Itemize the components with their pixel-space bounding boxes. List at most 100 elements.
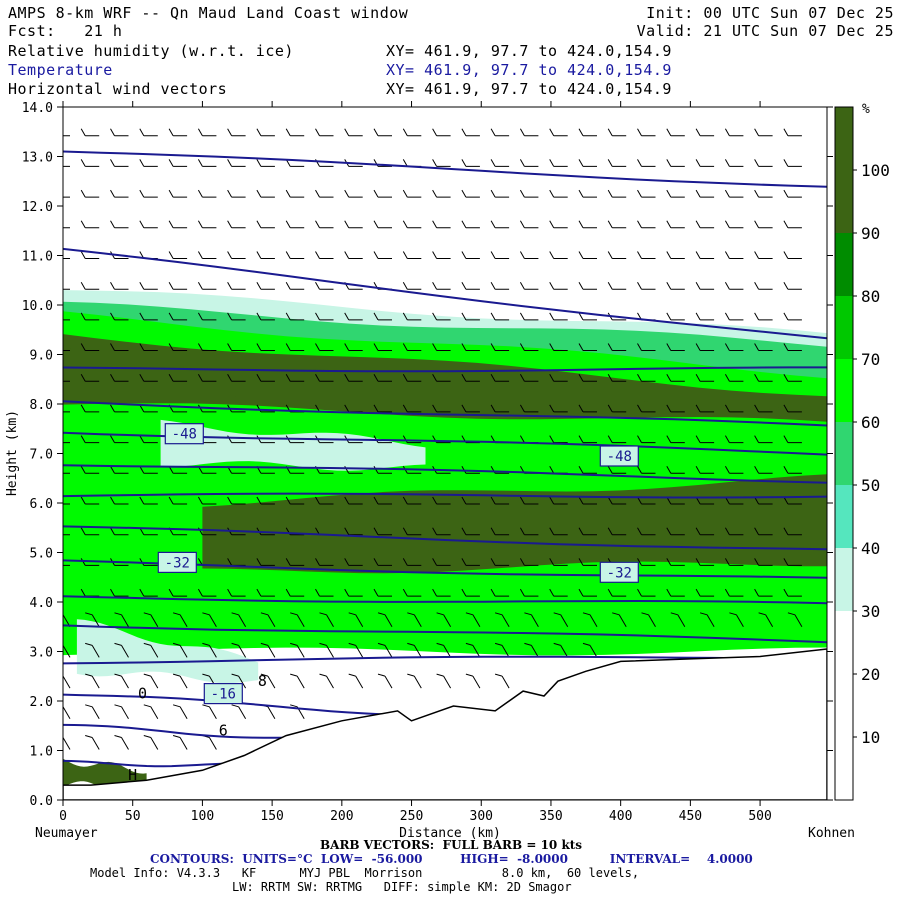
wind-barb: [494, 642, 510, 658]
wind-barb: [63, 503, 70, 505]
wind-barb: [344, 527, 363, 536]
wind-barb: [754, 281, 773, 290]
wind-barb: [578, 435, 597, 444]
colorbar-label: 70: [861, 350, 880, 369]
wind-barb: [637, 527, 656, 536]
wind-barb: [637, 159, 656, 167]
temperature-contour-line: [63, 150, 827, 188]
wind-barb: [256, 343, 275, 351]
wind-barb: [666, 558, 685, 566]
wind-barb: [695, 373, 715, 382]
x-axis-label: Distance (km): [399, 826, 501, 841]
colorbar-label: 80: [861, 287, 880, 306]
wind-barb: [432, 220, 451, 229]
wind-barb: [490, 496, 510, 505]
barb-legend: BARB VECTORS: FULL BARB = 10 kts: [320, 838, 583, 852]
wind-barb: [578, 251, 597, 259]
colorbar-label: 20: [861, 665, 880, 684]
wind-barb: [490, 189, 510, 198]
wind-barb: [637, 251, 656, 259]
wind-barb: [754, 404, 773, 413]
field-temp-name: Temperature: [8, 61, 113, 79]
x-tick-label: 500: [748, 809, 771, 824]
wind-barb: [490, 588, 510, 597]
wind-barb: [402, 312, 422, 321]
contour-label: -48: [607, 449, 632, 465]
wind-barb: [197, 343, 217, 351]
wind-barb: [315, 128, 334, 137]
wind-barb: [344, 496, 363, 505]
wind-barb: [139, 312, 158, 321]
wind-barb: [227, 496, 246, 505]
wind-barb: [578, 343, 597, 351]
wind-barb: [143, 735, 159, 750]
wind-barb: [373, 558, 392, 566]
wind-barb: [724, 312, 744, 321]
plot-annotation: H: [128, 766, 137, 784]
wind-barb: [168, 220, 188, 229]
terrain-surface: [63, 648, 827, 800]
colorbar: 10 20 30 40 50 60 70 80 90 100%: [834, 102, 890, 801]
wind-barb: [553, 642, 569, 658]
wind-barb: [754, 189, 773, 198]
wind-barb: [436, 612, 452, 628]
wind-barb: [227, 220, 246, 229]
wind-barb: [607, 435, 627, 444]
wind-barb: [315, 312, 334, 321]
wind-barb: [63, 534, 70, 536]
wind-barb: [344, 251, 363, 259]
wind-barb: [549, 220, 568, 229]
wind-barb: [578, 128, 597, 137]
rh-region: [160, 419, 426, 471]
wind-barb: [432, 527, 451, 536]
wind-barb: [110, 466, 129, 474]
wind-barb: [695, 189, 715, 198]
wind-barb: [139, 496, 158, 505]
colorbar-segment: [835, 107, 853, 170]
wind-barb: [578, 558, 597, 566]
wind-barb: [80, 343, 100, 351]
wind-barb: [578, 466, 597, 474]
axes: 0 50 100 150 200 250 300 350 400 450 500 0.0 1.0 2.0 3…: [22, 101, 833, 824]
x-tick-label: 0: [59, 809, 67, 824]
right-station-label: Kohnen: [808, 826, 855, 841]
wind-barb: [227, 189, 246, 198]
wind-barb: [549, 281, 568, 290]
wind-barb: [80, 435, 100, 444]
wind-barb: [637, 128, 656, 137]
wind-barb: [549, 159, 568, 167]
wind-barb: [172, 735, 188, 750]
wind-barb: [114, 642, 129, 658]
wind-barb: [256, 312, 275, 321]
wind-barb: [607, 281, 627, 290]
wind-barb: [783, 220, 802, 229]
wind-barb: [607, 466, 627, 474]
chart-title: AMPS 8-km WRF -- Qn Maud Land Coast wind…: [8, 4, 409, 22]
wind-barb: [402, 558, 422, 566]
wind-barb: [519, 251, 539, 259]
wind-barb: [402, 281, 422, 290]
wind-barb: [139, 466, 158, 474]
y-tick-label: 6.0: [30, 497, 53, 512]
wind-barb: [344, 189, 363, 198]
wind-barb: [461, 281, 480, 290]
colorbar-segment: [835, 611, 853, 800]
wind-barb: [783, 558, 802, 566]
wind-barb: [197, 588, 217, 597]
wind-barb: [490, 281, 510, 290]
temperature-contour-line: [63, 492, 827, 499]
wind-barb: [139, 128, 158, 137]
wind-barb: [607, 159, 627, 167]
wind-barb: [490, 220, 510, 229]
field-temp-xy: XY= 461.9, 97.7 to 424.0,154.9: [386, 61, 672, 79]
wind-barb: [783, 527, 802, 536]
wind-barb: [348, 612, 364, 628]
wind-barb: [202, 642, 217, 658]
model-info-line1: Model Info: V4.3.3 KF MYJ PBL Morrison 8…: [90, 866, 640, 880]
wind-barb: [637, 343, 656, 351]
init-time: Init: 00 UTC Sun 07 Dec 25: [646, 4, 894, 22]
wind-barb: [578, 220, 597, 229]
wind-barb: [461, 128, 480, 137]
wind-barb: [549, 496, 568, 505]
wind-barb: [578, 404, 597, 413]
